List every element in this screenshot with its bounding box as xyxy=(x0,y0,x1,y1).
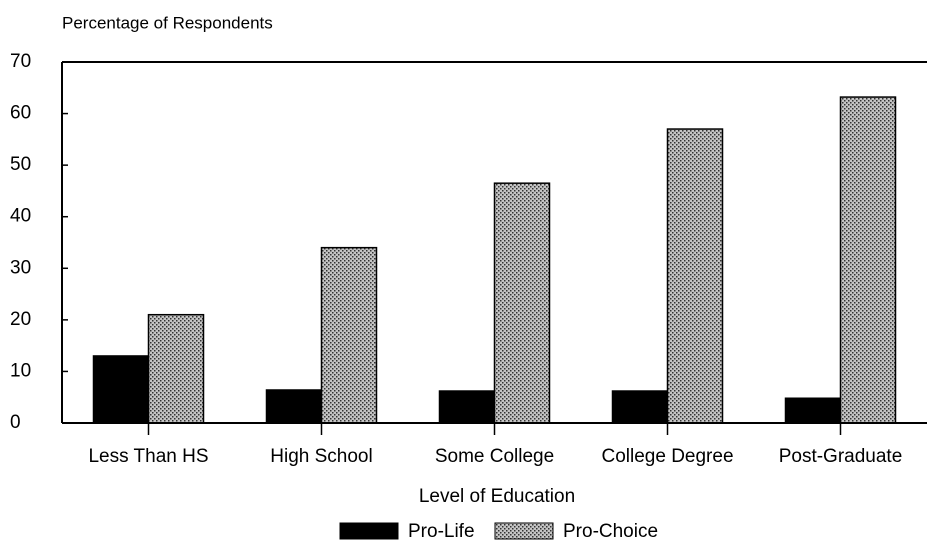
legend-label: Pro-Life xyxy=(408,521,475,542)
legend-swatch xyxy=(339,522,399,540)
legend-label: Pro-Choice xyxy=(563,521,658,542)
x-tick-label: Some College xyxy=(435,446,554,467)
y-tick-label: 70 xyxy=(10,51,31,72)
y-tick-label: 20 xyxy=(10,309,31,330)
x-tick-label: High School xyxy=(270,446,372,467)
bar xyxy=(92,355,150,424)
bar xyxy=(147,313,205,424)
y-tick-label: 60 xyxy=(10,103,31,124)
y-tick-label: 10 xyxy=(10,360,31,381)
bar xyxy=(265,389,323,424)
bar xyxy=(784,397,842,424)
bar xyxy=(493,182,551,424)
y-tick-label: 40 xyxy=(10,206,31,227)
y-tick-label: 30 xyxy=(10,257,31,278)
x-tick-label: College Degree xyxy=(601,446,733,467)
x-axis-title: Level of Education xyxy=(419,486,575,507)
bar xyxy=(666,128,724,424)
bar xyxy=(839,96,897,424)
bar xyxy=(438,390,496,424)
x-tick-label: Less Than HS xyxy=(88,446,208,467)
bar xyxy=(611,390,669,424)
x-tick-label: Post-Graduate xyxy=(779,446,903,467)
y-axis-title: Percentage of Respondents xyxy=(62,13,273,32)
legend-swatch xyxy=(494,522,554,540)
y-tick-label: 0 xyxy=(10,412,21,433)
y-tick-label: 50 xyxy=(10,154,31,175)
bar xyxy=(320,246,378,424)
